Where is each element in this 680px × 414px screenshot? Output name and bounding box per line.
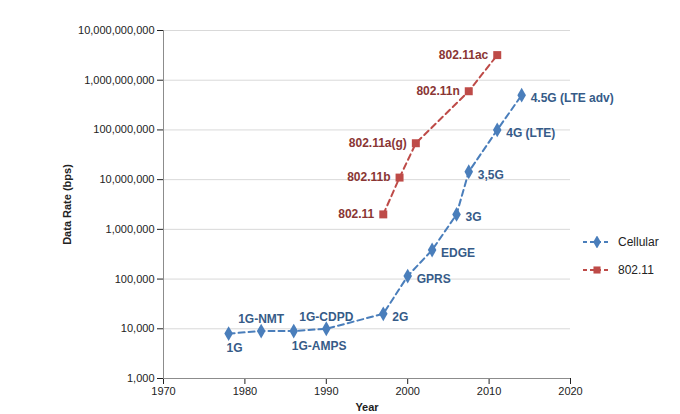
svg-text:3G: 3G [466,210,482,224]
svg-text:2010: 2010 [477,385,501,397]
svg-text:802.11a(g): 802.11a(g) [349,136,407,150]
svg-text:10,000,000: 10,000,000 [99,173,154,185]
svg-text:802.11: 802.11 [338,207,374,221]
svg-text:100,000,000: 100,000,000 [93,123,154,135]
svg-text:1G-CDPD: 1G-CDPD [299,310,353,324]
svg-text:4.5G (LTE adv): 4.5G (LTE adv) [531,91,614,105]
svg-text:10,000,000,000: 10,000,000,000 [78,24,154,36]
svg-text:1970: 1970 [151,385,175,397]
svg-text:802.11ac: 802.11ac [439,48,489,62]
svg-text:1980: 1980 [233,385,257,397]
svg-text:1990: 1990 [314,385,338,397]
svg-text:4G (LTE): 4G (LTE) [506,126,555,140]
svg-text:1,000,000,000: 1,000,000,000 [84,74,154,86]
svg-text:1,000,000: 1,000,000 [106,223,155,235]
svg-text:EDGE: EDGE [441,246,475,260]
svg-text:10,000: 10,000 [121,322,155,334]
svg-text:1G: 1G [227,341,243,355]
svg-text:Data Rate (bps): Data Rate (bps) [61,164,73,245]
svg-text:2G: 2G [392,310,408,324]
svg-text:1,000: 1,000 [127,372,155,384]
html-text:Cellular: Cellular [618,235,659,249]
svg-text:GPRS: GPRS [417,272,451,286]
svg-text:2000: 2000 [395,385,419,397]
svg-text:1G-AMPS: 1G-AMPS [292,339,347,353]
html-text:802.11: 802.11 [618,263,654,277]
svg-text:802.11n: 802.11n [416,84,459,98]
svg-text:2020: 2020 [558,385,582,397]
svg-text:1G-NMT: 1G-NMT [238,312,285,326]
svg-text:Year: Year [355,401,379,413]
svg-text:802.11b: 802.11b [347,170,390,184]
svg-text:3,5G: 3,5G [478,168,504,182]
svg-text:100,000: 100,000 [115,273,155,285]
